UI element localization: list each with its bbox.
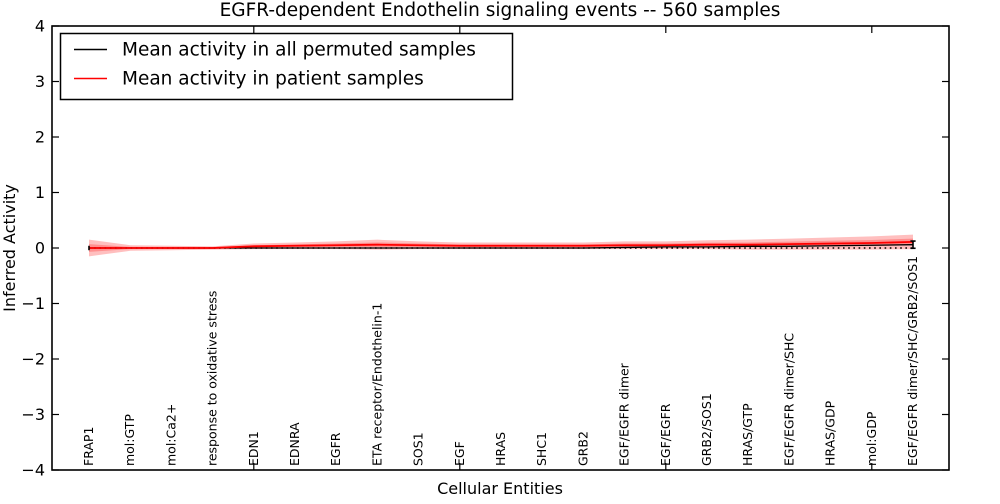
y-tick-label: 4 [35,17,45,36]
tick-marks [52,25,949,471]
category-labels: FRAP1 mol:GTP mol:Ca2+ response to oxidativ… [81,256,920,466]
y-tick-label: −4 [21,461,45,480]
category-label: EGF/EGFR dimer/SHC/GRB2/SOS1 [905,256,920,466]
x-axis-title: Cellular Entities [437,479,563,498]
permuted-endcap-last [910,240,916,250]
y-tick-label: −3 [21,405,45,424]
category-label: EGF [452,441,467,466]
category-label: FRAP1 [81,427,96,466]
y-tick-label: 1 [35,183,45,202]
chart-title: EGFR-dependent Endothelin signaling even… [220,0,781,21]
category-label: EDNRA [287,422,302,466]
category-label: mol:GDP [864,411,879,466]
legend: Mean activity in all permuted samples Me… [59,32,514,101]
patient-mean-line [89,240,914,249]
category-label: HRAS/GTP [740,403,755,466]
category-label: ETA receptor/Endothelin-1 [369,303,384,466]
category-label: HRAS/GDP [823,400,838,466]
category-label: GRB2 [575,431,590,466]
category-label: response to oxidative stress [205,291,220,466]
y-tick-label: 2 [35,128,45,147]
legend-label-permuted-samples: Mean activity in all permuted samples [122,40,476,61]
y-tick-label: 0 [35,239,45,258]
category-label: EDN1 [246,431,261,466]
y-axis-title: Inferred Activity [0,184,19,312]
category-label: EGF/EGFR dimer [617,362,632,466]
plot-area: 4 3 2 1 0 −1 −2 −3 −4 FRAP1 mol:GTP mol:Ca2+ respons… [21,17,950,480]
y-tick-label: −1 [21,294,45,313]
category-label: SHC1 [534,432,549,466]
category-label: HRAS [493,432,508,466]
category-label: GRB2/SOS1 [699,393,714,466]
y-tick-label: −2 [21,350,45,369]
y-tick-labels: 4 3 2 1 0 −1 −2 −3 −4 [21,17,45,480]
category-label: mol:Ca2+ [163,404,178,466]
category-label: EGF/EGFR [658,403,673,466]
category-label: mol:GTP [122,414,137,466]
category-label: EGFR [328,432,343,466]
legend-box [59,32,514,101]
legend-label-patient-samples: Mean activity in patient samples [122,69,424,90]
y-tick-label: 3 [35,72,45,91]
category-label: SOS1 [411,432,426,466]
category-label: EGF/EGFR dimer/SHC [781,333,796,466]
